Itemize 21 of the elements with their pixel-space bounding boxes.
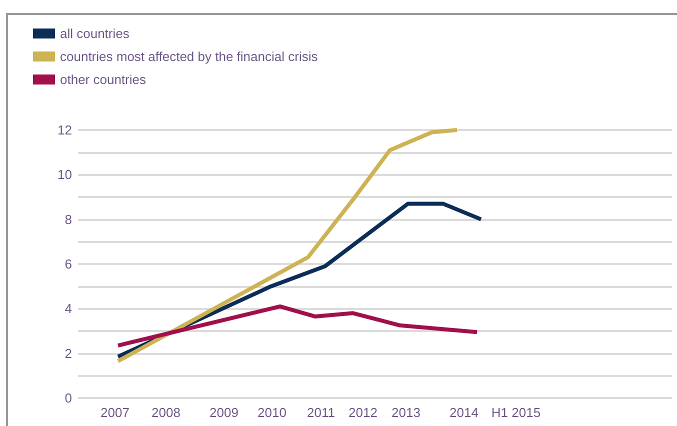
x-tick-label: H1 2015	[491, 405, 541, 420]
line-series	[116, 128, 459, 364]
x-tick-label: 2007	[100, 405, 130, 420]
y-tick-label: 10	[58, 167, 72, 182]
y-tick-label: 6	[64, 256, 72, 272]
x-tick-label: 2010	[258, 405, 286, 420]
x-tick-label: 2013	[392, 405, 420, 420]
legend-label: all countries	[60, 26, 130, 41]
legend-label: countries most affected by the financial crisis	[60, 49, 318, 64]
x-tick-label: 2014	[450, 405, 478, 420]
legend-label: other countries	[60, 72, 146, 87]
x-tick-label: 2012	[348, 405, 378, 420]
x-tick-label: 2011	[307, 405, 335, 420]
y-tick-label: 12	[58, 122, 72, 138]
y-tick-label: 8	[64, 212, 72, 227]
y-tick-label: 0	[64, 390, 72, 406]
x-tick-label: 2008	[152, 405, 180, 420]
line-series	[116, 304, 479, 348]
y-tick-label: 4	[64, 301, 72, 316]
x-tick-label: 2009	[210, 405, 238, 420]
y-tick-label: 2	[64, 346, 72, 361]
